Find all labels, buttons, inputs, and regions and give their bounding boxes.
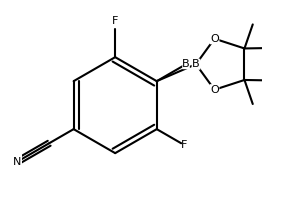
Text: O: O <box>210 85 219 95</box>
Text: F: F <box>181 140 187 150</box>
Text: B: B <box>182 59 190 69</box>
Text: F: F <box>112 16 118 25</box>
Text: N: N <box>12 157 21 167</box>
Text: B: B <box>192 59 200 69</box>
Text: O: O <box>210 34 219 44</box>
